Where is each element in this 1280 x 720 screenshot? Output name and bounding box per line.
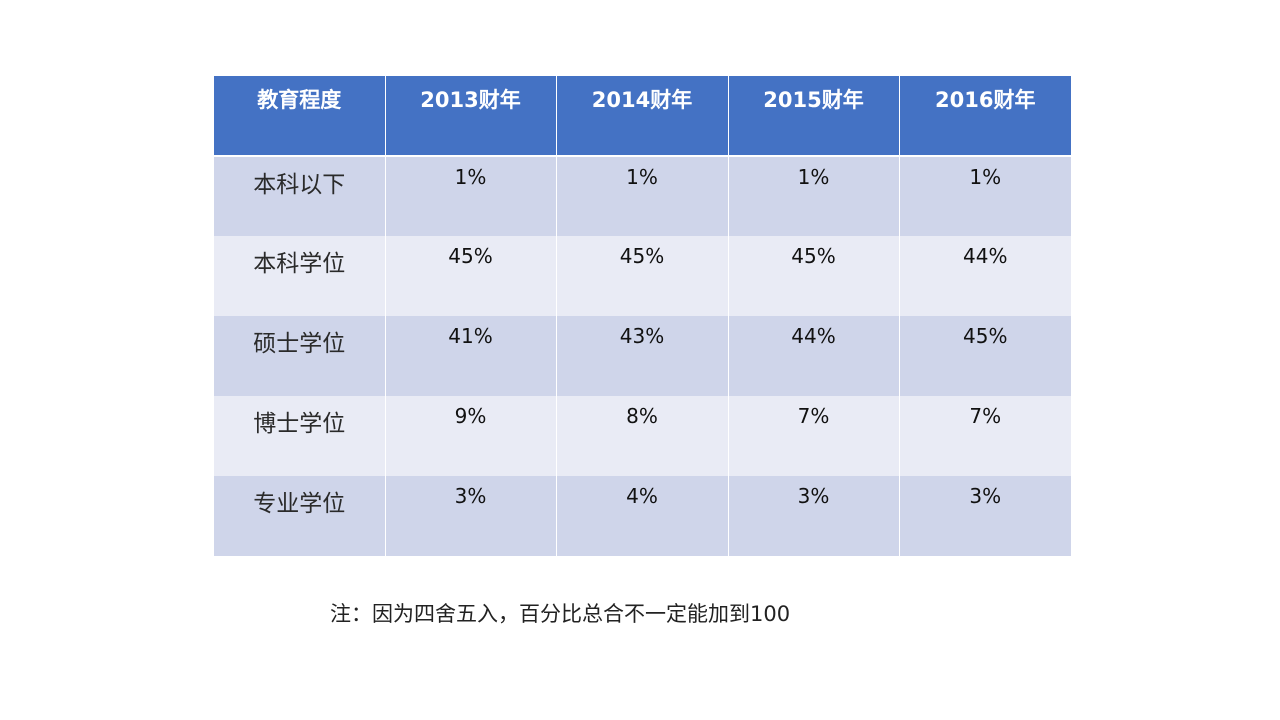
row-label: 硕士学位 (214, 316, 386, 396)
table-cell: 1% (727, 156, 900, 236)
table-row: 本科学位 45% 45% 45% 44% (214, 236, 1071, 316)
header-fy2014: 2014财年 (555, 76, 729, 157)
table-row: 专业学位 3% 4% 3% 3% (214, 476, 1071, 556)
row-label: 本科学位 (214, 236, 386, 316)
table-cell: 4% (555, 476, 729, 556)
table-row: 硕士学位 41% 43% 44% 45% (214, 316, 1071, 396)
row-label: 专业学位 (214, 476, 386, 556)
table-cell: 44% (898, 236, 1071, 316)
education-table: 教育程度 2013财年 2014财年 2015财年 2016财年 本科以下 1%… (214, 76, 1071, 556)
table-header: 教育程度 2013财年 2014财年 2015财年 2016财年 (214, 76, 1071, 157)
header-fy2016: 2016财年 (898, 76, 1071, 157)
table-cell: 45% (384, 236, 557, 316)
table-cell: 7% (898, 396, 1071, 476)
table-cell: 45% (727, 236, 900, 316)
table-cell: 1% (555, 156, 729, 236)
table-cell: 43% (555, 316, 729, 396)
header-fy2013: 2013财年 (384, 76, 557, 157)
header-row: 教育程度 2013财年 2014财年 2015财年 2016财年 (214, 76, 1071, 157)
header-fy2015: 2015财年 (727, 76, 900, 157)
row-label: 博士学位 (214, 396, 386, 476)
table-row: 博士学位 9% 8% 7% 7% (214, 396, 1071, 476)
table-cell: 3% (384, 476, 557, 556)
table-cell: 3% (727, 476, 900, 556)
table-cell: 1% (898, 156, 1071, 236)
row-label: 本科以下 (214, 156, 386, 236)
table-cell: 45% (555, 236, 729, 316)
footnote: 注：因为四舍五入，百分比总合不一定能加到100 (330, 602, 791, 626)
table-cell: 41% (384, 316, 557, 396)
table-cell: 9% (384, 396, 557, 476)
table-row: 本科以下 1% 1% 1% 1% (214, 156, 1071, 236)
table-cell: 7% (727, 396, 900, 476)
table-cell: 8% (555, 396, 729, 476)
header-education-level: 教育程度 (214, 76, 386, 157)
table-cell: 1% (384, 156, 557, 236)
table-cell: 3% (898, 476, 1071, 556)
table-body: 本科以下 1% 1% 1% 1% 本科学位 45% 45% 45% 44% 硕士… (214, 156, 1071, 556)
table-cell: 45% (898, 316, 1071, 396)
table-cell: 44% (727, 316, 900, 396)
